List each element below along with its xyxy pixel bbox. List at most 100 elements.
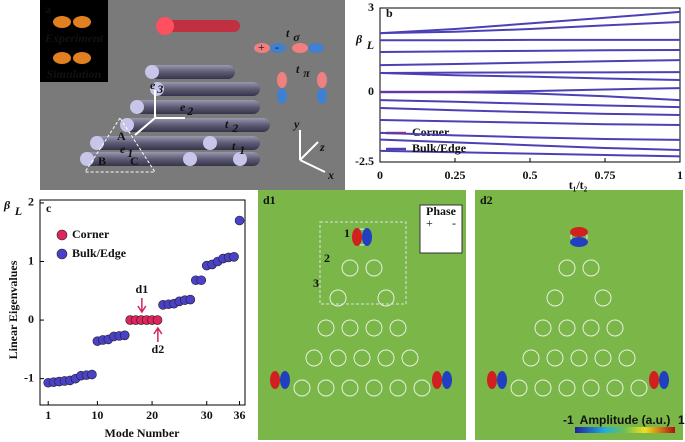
inset-box	[319, 221, 407, 305]
site	[618, 349, 636, 367]
site	[522, 349, 540, 367]
site	[341, 259, 359, 277]
legend-label: Corner	[72, 227, 110, 241]
panel-label: b	[386, 6, 393, 20]
phase-title: Phase	[426, 204, 457, 218]
inset-label: Experiment	[44, 31, 104, 45]
legend-swatch	[56, 229, 68, 241]
y-axis-symbol-sub: L	[14, 204, 22, 218]
site	[317, 379, 335, 397]
site	[570, 349, 588, 367]
site	[365, 319, 383, 337]
y-axis-label: β	[355, 32, 363, 46]
legend-label: Corner	[412, 125, 450, 139]
hop-label: t	[286, 26, 290, 40]
y-tick-label: -1	[24, 370, 34, 384]
site	[534, 379, 552, 397]
site	[389, 319, 407, 337]
axis-name: x	[327, 168, 334, 182]
vector-label-sub: 3	[156, 82, 163, 96]
annotation: d2	[152, 342, 165, 356]
lobe	[659, 371, 669, 389]
vector-label: e	[180, 100, 186, 114]
inset-label: Simulation	[47, 67, 102, 81]
y-axis-symbol: β	[3, 198, 11, 212]
y-axis-label-sub: L	[366, 38, 374, 52]
site	[377, 349, 395, 367]
vector-label: e	[120, 142, 126, 156]
hop-label: t	[296, 62, 300, 76]
row-label: 2	[324, 251, 330, 265]
y-tick-label: 0	[368, 84, 374, 98]
x-tick-label: 10	[91, 408, 103, 422]
y-tick-label: -2.5	[355, 154, 374, 168]
plot-frame	[39, 199, 246, 406]
lobe	[649, 371, 659, 389]
site	[594, 289, 612, 307]
axis-name: y	[292, 117, 300, 131]
site	[329, 289, 347, 307]
x-tick-label: 30	[201, 408, 213, 422]
x-tick-label: 0.75	[595, 168, 616, 182]
x-tick-label: 0.25	[445, 168, 466, 182]
site	[353, 349, 371, 367]
panel-label: a	[45, 2, 51, 16]
site-label: B	[98, 154, 106, 168]
x-tick-label: 0	[377, 168, 383, 182]
point	[196, 275, 207, 286]
panel-label: d2	[480, 193, 493, 207]
row-label: 3	[313, 276, 319, 290]
vector-label-sub: 1	[127, 146, 133, 160]
rods	[53, 16, 327, 173]
inset-bg	[40, 0, 108, 82]
site	[558, 379, 576, 397]
series-line	[379, 10, 681, 35]
y-tick-label: 0	[28, 312, 34, 326]
x-tick-label: 1	[677, 168, 683, 182]
legend-label: Bulk/Edge	[412, 141, 467, 155]
lobe	[432, 371, 442, 389]
annotation-arrow	[137, 298, 147, 314]
annotation-arrow	[153, 326, 163, 342]
site	[341, 379, 359, 397]
hop-label-sub: π	[303, 66, 310, 80]
point	[119, 330, 130, 341]
site	[389, 379, 407, 397]
lobe	[270, 371, 280, 389]
lobe	[280, 371, 290, 389]
series-line	[379, 71, 681, 81]
hop-label-sub: 1	[239, 143, 245, 157]
site	[594, 349, 612, 367]
series-line	[379, 106, 681, 116]
site	[413, 379, 431, 397]
site	[510, 379, 528, 397]
series-line	[379, 119, 681, 127]
sign: +	[258, 40, 265, 54]
series-line	[380, 91, 681, 102]
site	[630, 379, 648, 397]
lobe	[497, 371, 507, 389]
x-axis-label: Mode Number	[105, 426, 181, 440]
site	[546, 289, 564, 307]
site	[293, 379, 311, 397]
colorbar-label: -1	[563, 413, 574, 427]
site	[582, 379, 600, 397]
hop-label: t	[232, 139, 236, 153]
site	[401, 349, 419, 367]
site	[341, 319, 359, 337]
series-line	[379, 59, 681, 67]
colorbar	[575, 427, 675, 433]
hop-label-sub: 2	[231, 121, 238, 135]
series-line	[379, 131, 681, 141]
point	[185, 294, 196, 305]
site	[329, 349, 347, 367]
site	[558, 259, 576, 277]
y-axis-label: Linear Eigenvalues	[6, 260, 20, 359]
site	[365, 259, 383, 277]
hop-label: t	[225, 117, 229, 131]
site	[534, 319, 552, 337]
series-line	[379, 21, 681, 35]
legend-swatch	[56, 248, 68, 260]
site-label: A	[117, 129, 126, 143]
